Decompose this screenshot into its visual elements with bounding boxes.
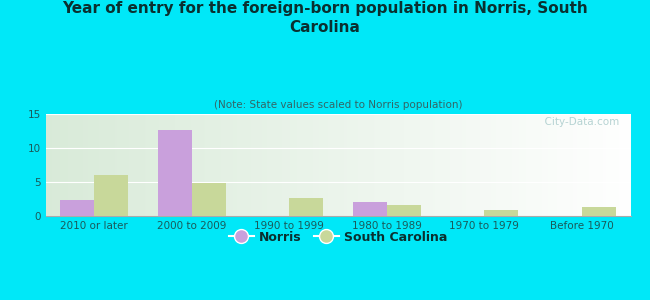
Text: (Note: State values scaled to Norris population): (Note: State values scaled to Norris pop…	[214, 100, 462, 110]
Text: Year of entry for the foreign-born population in Norris, South
Carolina: Year of entry for the foreign-born popul…	[62, 2, 588, 35]
Bar	[582, 207, 616, 216]
Bar	[387, 205, 421, 216]
Bar	[289, 198, 324, 216]
Legend: Norris, South Carolina: Norris, South Carolina	[224, 226, 452, 248]
Bar	[353, 202, 387, 216]
Bar	[484, 210, 519, 216]
Bar	[60, 200, 94, 216]
Bar	[192, 183, 226, 216]
Bar	[94, 175, 129, 216]
Bar	[157, 130, 192, 216]
Text: City-Data.com: City-Data.com	[538, 117, 619, 127]
